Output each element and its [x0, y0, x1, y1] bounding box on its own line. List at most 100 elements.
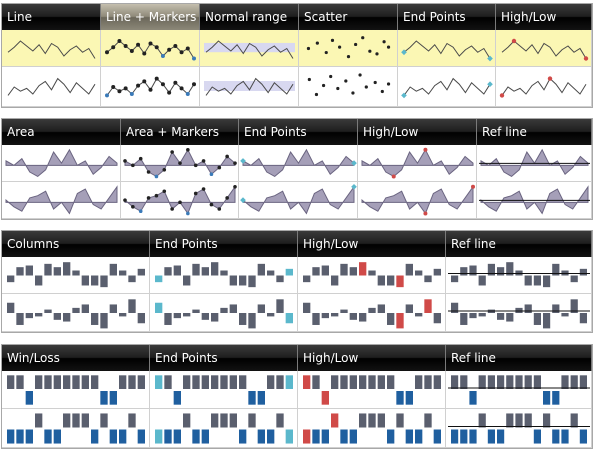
sparkline-cell[interactable] [2, 145, 121, 182]
header-line-markers[interactable]: Line + Markers [101, 4, 200, 30]
sparkline-bar [396, 413, 404, 428]
sparkline-cell[interactable] [239, 145, 358, 182]
header-high-low[interactable]: High/Low [496, 4, 592, 30]
header-high-low[interactable]: High/Low [298, 231, 446, 257]
sparkline [7, 299, 145, 329]
sparkline-cell[interactable] [398, 30, 496, 67]
sparkline-bar [579, 375, 587, 389]
sparkline-bar [497, 267, 505, 276]
header-normal-range[interactable]: Normal range [200, 4, 299, 30]
sparkline-bar [211, 375, 219, 389]
sparkline-cell[interactable] [101, 67, 200, 107]
data-marker [201, 159, 206, 163]
sparkline-bar [524, 375, 532, 389]
sparkline-cell[interactable] [2, 294, 150, 332]
header-end-points[interactable]: End Points [398, 4, 496, 30]
header-area-markers[interactable]: Area + Markers [121, 119, 239, 145]
sparkline-cell[interactable] [150, 409, 298, 448]
sparkline-bar [515, 375, 523, 389]
sparkline [401, 77, 493, 99]
sparkline-cell[interactable] [358, 145, 477, 182]
data-marker [178, 200, 182, 205]
sparkline-cell[interactable] [121, 182, 239, 219]
scatter-point [324, 50, 328, 55]
sparkline-bar [229, 275, 237, 286]
sparkline-bar [340, 375, 348, 389]
data-marker [186, 148, 190, 152]
sparkline-cell[interactable] [446, 371, 592, 409]
sparkline-cell[interactable] [2, 182, 121, 219]
header-win-loss[interactable]: Win/Loss [2, 345, 150, 371]
sparkline-cell[interactable] [150, 371, 298, 409]
sparkline-cell[interactable] [358, 182, 477, 219]
header-ref-line[interactable]: Ref line [477, 119, 592, 145]
sparkline [401, 40, 493, 62]
sparkline-bar [276, 299, 284, 313]
data-marker [160, 54, 165, 58]
sparkline-bar [109, 391, 117, 405]
sparkline-bar [424, 413, 432, 428]
sparkline-bar [321, 313, 329, 319]
sparkline-cell[interactable] [200, 30, 299, 67]
scatter-point [354, 42, 358, 47]
sparkline-bar [415, 313, 423, 317]
sparkline-bar [239, 275, 247, 286]
header-end-points[interactable]: End Points [239, 119, 358, 145]
sparkline-cell[interactable] [150, 257, 298, 294]
sparkline-bar [552, 391, 560, 405]
header-end-points[interactable]: End Points [150, 345, 298, 371]
sparkline-bar [267, 429, 275, 444]
sparkline-bar [497, 313, 505, 320]
sparkline-bar [312, 267, 320, 276]
sparkline-cell[interactable] [150, 294, 298, 332]
data-marker [111, 85, 116, 89]
header-columns[interactable]: Columns [2, 231, 150, 257]
sparkline-cell[interactable] [446, 294, 592, 332]
sparkline-cell[interactable] [496, 67, 592, 107]
header-ref-line[interactable]: Ref line [446, 231, 592, 257]
header-high-low[interactable]: High/Low [298, 345, 446, 371]
sparkline-bar [192, 375, 200, 389]
sparkline-cell[interactable] [101, 30, 200, 67]
header-line[interactable]: Line [2, 4, 101, 30]
sparkline-cell[interactable] [298, 294, 446, 332]
sparkline-bar [433, 375, 441, 389]
sparkline-cell[interactable] [446, 257, 592, 294]
sparkline-cell[interactable] [299, 30, 398, 67]
sparkline-bar [44, 263, 52, 276]
header-scatter[interactable]: Scatter [299, 4, 398, 30]
sparkline-cell[interactable] [477, 145, 592, 182]
low-point-marker [423, 211, 428, 216]
sparkline-bar [239, 375, 247, 389]
sparkline-cell[interactable] [298, 409, 446, 448]
data-marker [138, 209, 143, 214]
sparkline-cell[interactable] [298, 371, 446, 409]
sparkline-bar [377, 375, 385, 389]
header-end-points[interactable]: End Points [150, 231, 298, 257]
sparkline-cell[interactable] [200, 67, 299, 107]
sparkline-cell[interactable] [2, 30, 101, 67]
sparkline-cell[interactable] [2, 67, 101, 107]
sparkline-cell[interactable] [2, 257, 150, 294]
sparkline-cell[interactable] [2, 409, 150, 448]
header-high-low[interactable]: High/Low [358, 119, 477, 145]
sparkline-cell[interactable] [477, 182, 592, 219]
sparkline-bar [478, 275, 486, 286]
header-area[interactable]: Area [2, 119, 121, 145]
sparkline-cell[interactable] [239, 182, 358, 219]
sparkline-cell[interactable] [121, 145, 239, 182]
sparkline-cell[interactable] [298, 257, 446, 294]
sparkline-cell[interactable] [299, 67, 398, 107]
sparkline-bar [81, 375, 89, 389]
sparkline-cell[interactable] [2, 371, 150, 409]
header-ref-line[interactable]: Ref line [446, 345, 592, 371]
sparkline-bar [35, 275, 43, 286]
sparkline-bar [211, 313, 219, 322]
sparkline-cell[interactable] [496, 30, 592, 67]
sparkline [123, 148, 237, 179]
sparkline-cell[interactable] [446, 409, 592, 448]
sparkline-cell[interactable] [398, 67, 496, 107]
low-point-marker [583, 56, 589, 61]
sparkline-bar [460, 267, 468, 276]
high-point-marker [471, 184, 475, 189]
